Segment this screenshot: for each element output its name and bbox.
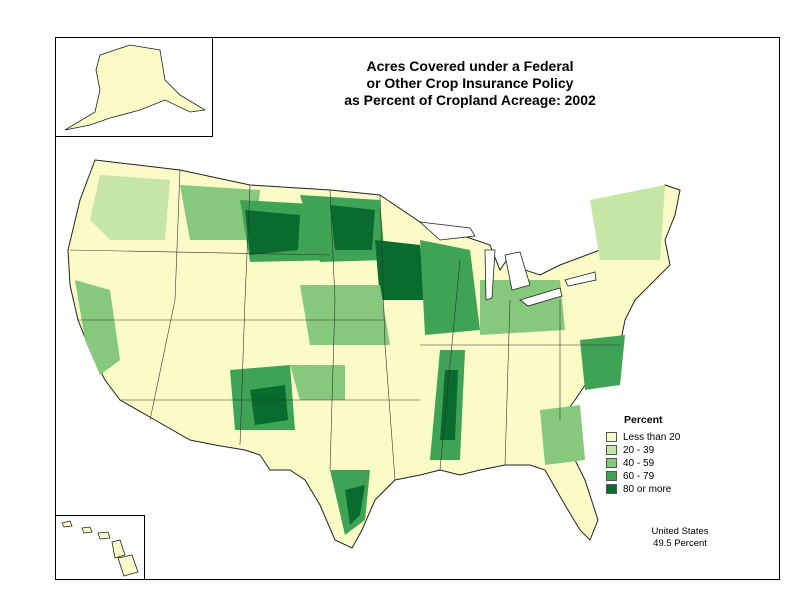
legend-item: 40 - 59 (606, 457, 716, 469)
legend-label: 60 - 79 (623, 470, 655, 482)
legend-title: Percent (624, 414, 663, 426)
legend-swatch (606, 432, 617, 442)
title-line-2: or Other Crop Insurance Policy (366, 75, 574, 91)
hawaii-inset (55, 515, 145, 580)
legend: Percent Less than 20 20 - 39 40 - 59 60 - 7… (606, 414, 716, 496)
state-boundaries (69, 169, 620, 481)
legend-swatch (606, 445, 617, 455)
us-summary: United States 49.5 Percent (640, 526, 720, 550)
legend-item: 80 or more (606, 483, 716, 495)
legend-label: 20 - 39 (623, 444, 655, 456)
alaska-shape (64, 44, 207, 131)
legend-swatch (606, 471, 617, 481)
legend-label: Less than 20 (623, 431, 681, 443)
legend-swatch (606, 484, 617, 494)
great-lakes (418, 221, 597, 307)
alaska-inset (55, 37, 213, 137)
legend-label: 80 or more (623, 483, 672, 495)
legend-item: 60 - 79 (606, 470, 716, 482)
contiguous-us-outline (67, 159, 681, 549)
title-line-1: Acres Covered under a Federal (366, 58, 574, 74)
summary-line-1: United States (651, 526, 709, 537)
summary-line-2: 49.5 Percent (653, 538, 707, 549)
legend-item: Less than 20 (606, 431, 716, 443)
legend-label: 40 - 59 (623, 457, 655, 469)
legend-swatch (606, 458, 617, 468)
legend-item: 20 - 39 (606, 444, 716, 456)
region-fills (75, 175, 665, 535)
title-line-3: as Percent of Cropland Acreage: 2002 (344, 92, 596, 108)
hawaii-shapes (61, 520, 139, 577)
map-title: Acres Covered under a Federal or Other C… (320, 58, 620, 109)
